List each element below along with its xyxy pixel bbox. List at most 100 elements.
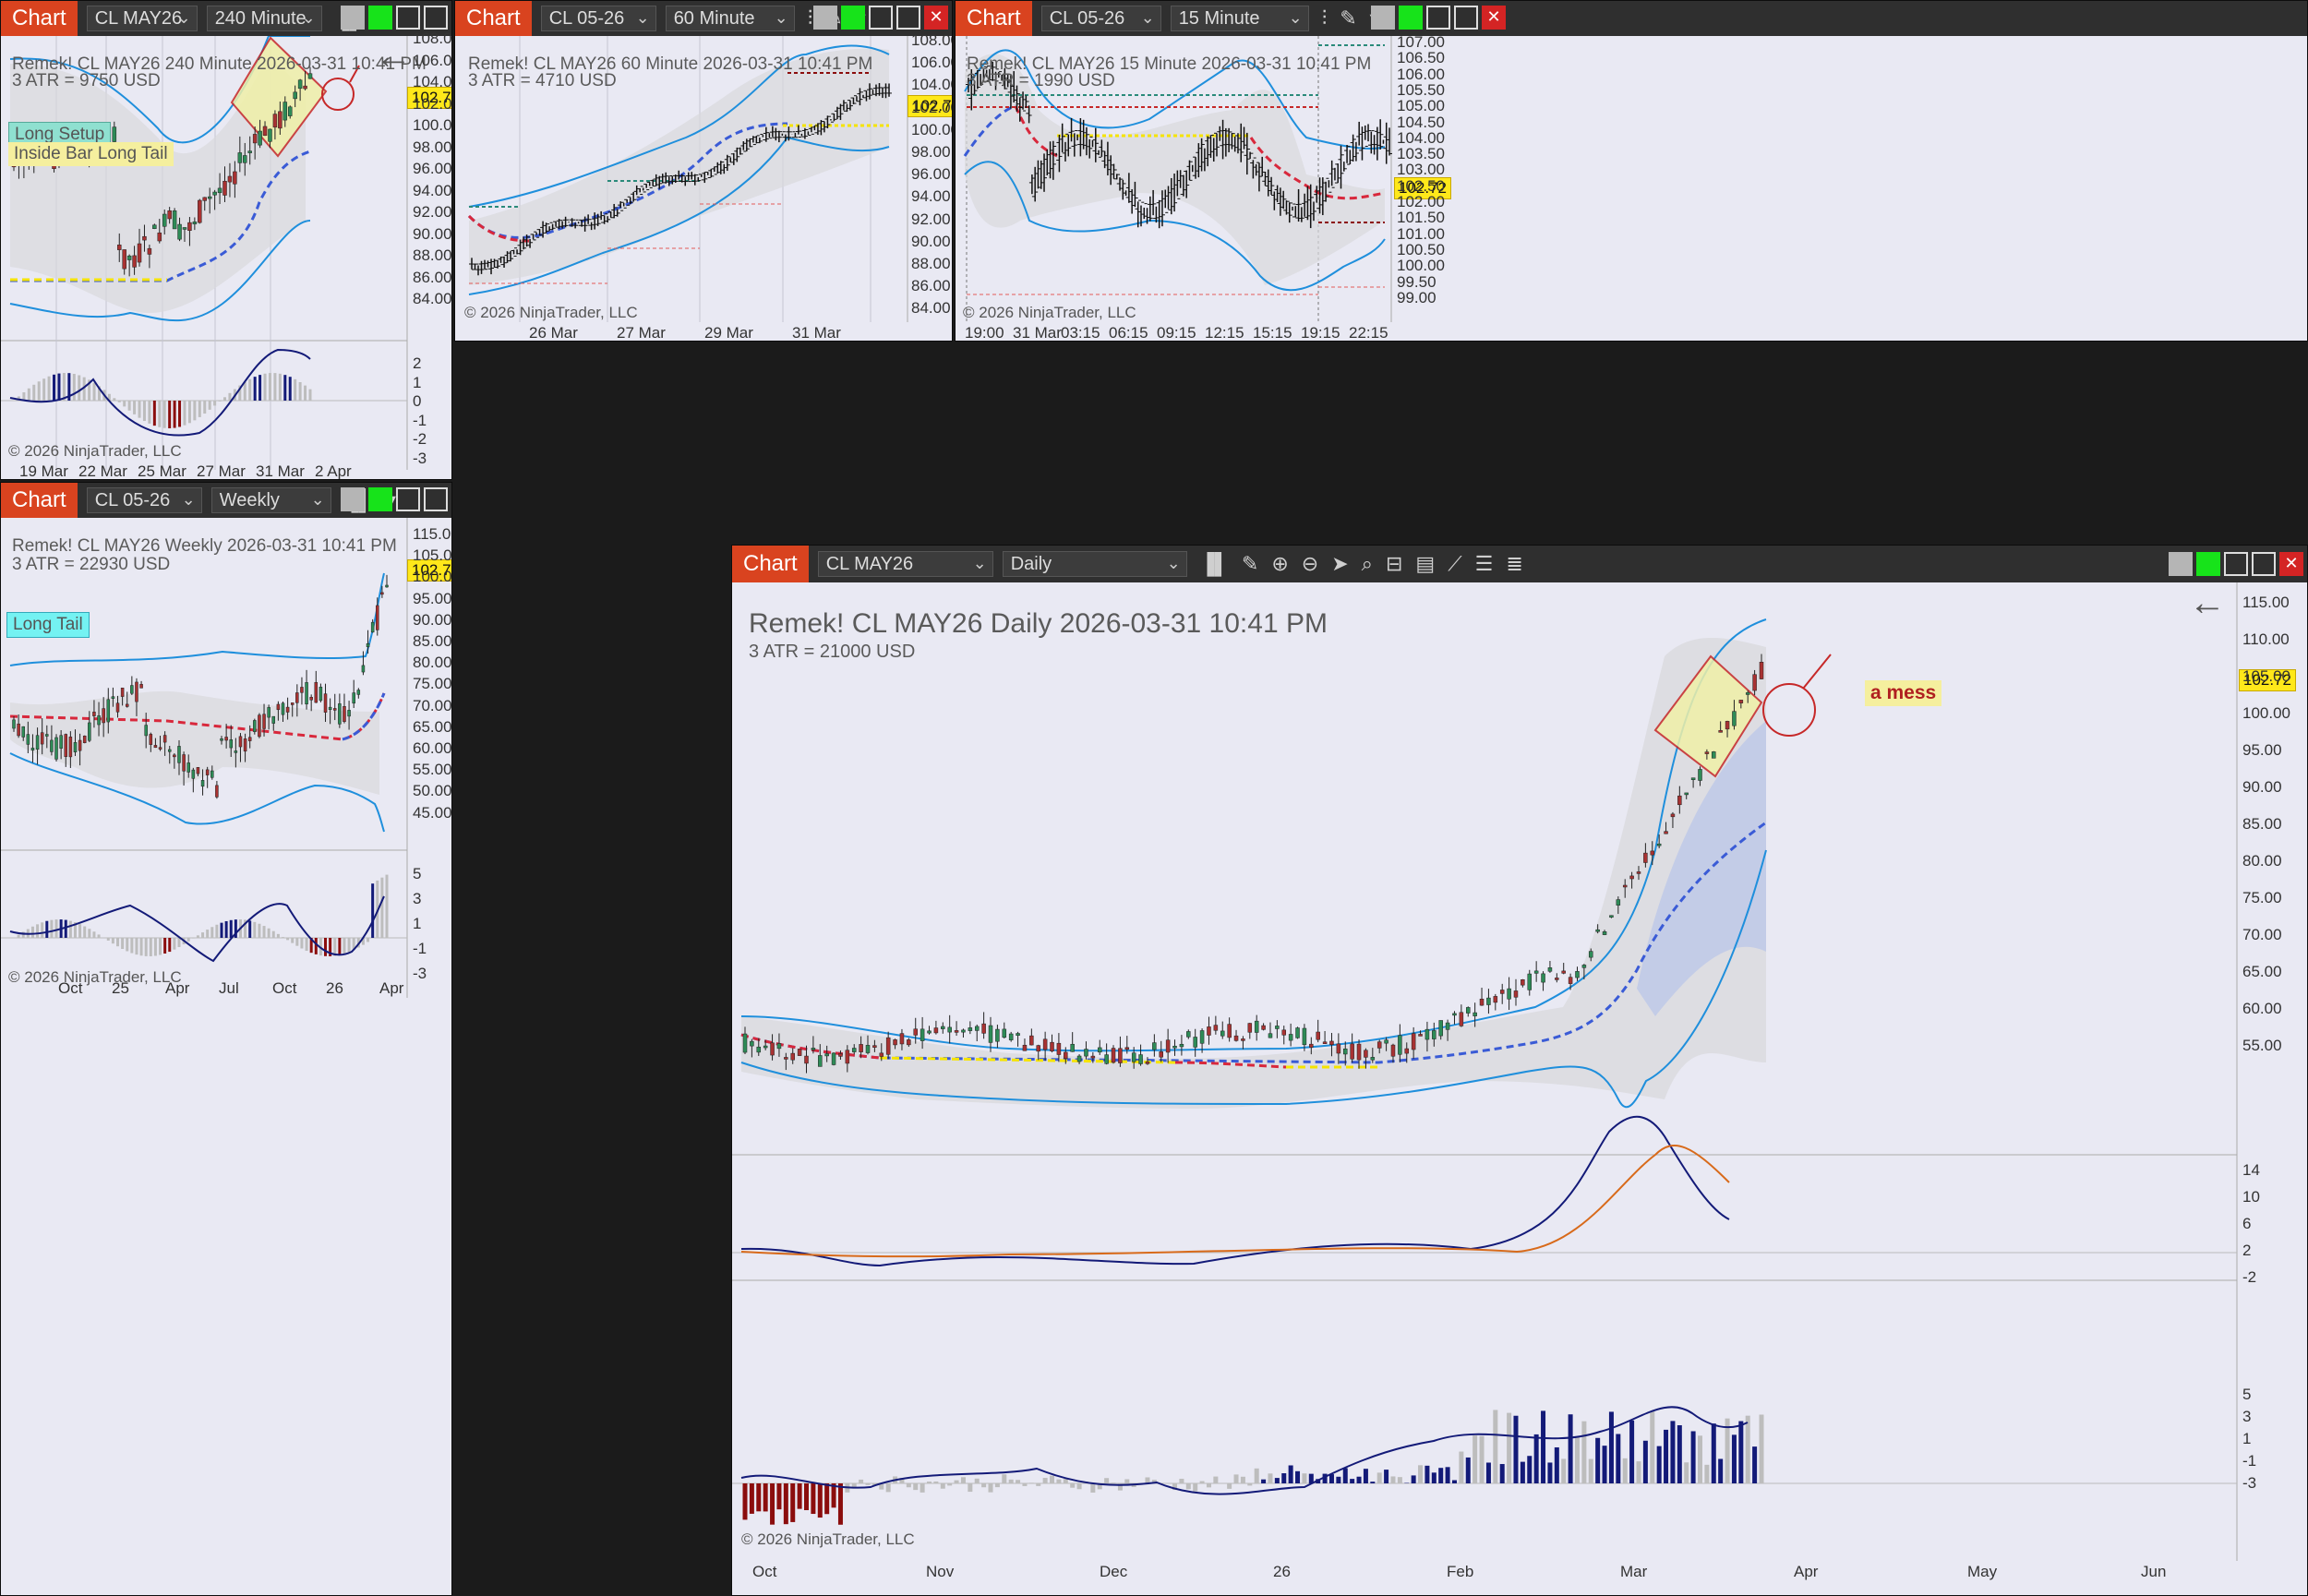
histogram-bar [186,938,190,942]
chart-canvas[interactable] [732,582,2308,1596]
chart-tab[interactable]: Chart [1,1,78,36]
properties-icon[interactable]: ☰ [1474,552,1494,575]
strategies-icon[interactable]: ⟋ [1448,552,1462,575]
histogram-bar [1063,1479,1068,1483]
title-bar[interactable]: Chart CL MAY26 ⌄ Daily ⌄ ▐▌ ✎ ⊕ ⊖ ➤ ⌕ ⊟ ▤ … [732,546,2307,582]
back-arrow-icon[interactable]: ← [375,36,412,77]
chart-plot-area[interactable]: Remek! CL MAY26 Weekly 2026-03-31 10:41 … [1,518,451,1595]
candle [1438,1020,1443,1037]
interval-selector[interactable]: Daily ⌄ [1002,551,1187,577]
chart-tab[interactable]: Chart [455,1,532,36]
candle [173,754,176,758]
drawing-tool-icon[interactable]: ✎ [1340,6,1357,30]
minimize-button[interactable] [2224,552,2248,576]
time-axis-label: Feb [1447,1563,1474,1580]
maximize-button[interactable] [424,487,448,511]
histogram-bar [106,938,110,941]
price-axis-label: 105.50 [1397,80,1445,99]
chart-plot-area[interactable]: Remek! CL MAY26 15 Minute 2026-03-31 10:… [956,33,2308,342]
interval-selector[interactable]: Weekly ⌄ [210,487,331,513]
pointer-icon[interactable]: ➤ [1331,552,1349,575]
bar-type-icon[interactable]: ⫶ [1321,6,1328,30]
chart-tab[interactable]: Chart [732,546,809,582]
templates-icon[interactable]: ≣ [1506,552,1523,575]
candle [243,155,247,163]
chart-window-daily[interactable]: Chart CL MAY26 ⌄ Daily ⌄ ▐▌ ✎ ⊕ ⊖ ➤ ⌕ ⊟ ▤ … [731,545,2308,1596]
interval-selector[interactable]: 240 Minute ⌄ [206,6,322,31]
inside-bar-label: Inside Bar Long Tail [8,142,174,166]
close-button[interactable]: ✕ [2279,552,2303,576]
chart-canvas[interactable] [1,518,452,1596]
chart-plot-area[interactable]: Remek! CL MAY26 60 Minute 2026-03-31 10:… [455,31,953,342]
chart-canvas[interactable] [956,36,2308,342]
link-grey-button[interactable] [2169,552,2193,576]
link-green-button[interactable] [2196,552,2220,576]
candle [220,738,223,741]
candle [132,255,137,268]
price-axis-label: 100.50 [1397,240,1445,258]
chart-canvas[interactable] [1,36,452,480]
minimize-button[interactable] [869,6,893,30]
candle [1690,777,1696,780]
zoom-in-icon[interactable]: ⊕ [1271,552,1289,575]
chart-plot-area[interactable]: Remek! CL MAY26 Daily 2026-03-31 10:41 P… [732,582,2307,1595]
chart-window-15min[interactable]: Chart CL 05-26⌄ 15 Minute⌄ ⫶ ✎ ▾ ✕ Remek… [955,0,2308,342]
drawing-tool-icon[interactable]: ✎ [1241,552,1259,575]
maximize-button[interactable] [424,6,448,30]
chart-plot-area[interactable]: Remek! CL MAY26 240 Minute 2026-03-31 10… [1,30,452,480]
maximize-button[interactable] [1454,6,1478,30]
time-axis-label: 31 Mar [1013,324,1062,342]
histogram-bar [263,373,267,401]
indicators-icon[interactable]: ▤ [1415,552,1436,575]
chart-tab[interactable]: Chart [956,1,1032,36]
bar-type-icon[interactable]: ⫶ [807,6,813,30]
chart-canvas[interactable] [455,36,953,342]
histogram-bar [1520,1461,1525,1483]
close-button[interactable]: ✕ [1482,6,1506,30]
link-green-button[interactable] [368,487,392,511]
instrument-selector[interactable]: CL MAY26 ⌄ [817,551,993,577]
price-axis-label: 115.00 [413,525,451,543]
chart-window-60min[interactable]: Chart CL 05-26⌄ 60 Minute⌄ ⫶ ✎ ▾ ✕ Remek… [454,0,953,342]
link-green-button[interactable] [1399,6,1423,30]
minimize-button[interactable] [396,487,420,511]
instrument-selector[interactable]: CL 05-26 ⌄ [1040,6,1161,31]
instrument-selector[interactable]: CL 05-26 ⌄ [540,6,656,31]
back-arrow-icon[interactable]: ← [2189,582,2226,623]
chart-trader-icon[interactable]: ⊟ [1385,552,1403,575]
bar-type-icon[interactable]: ▐▌ [1199,552,1229,575]
minimize-button[interactable] [1426,6,1450,30]
link-grey-button[interactable] [341,6,365,30]
link-green-button[interactable] [368,6,392,30]
zoom-out-icon[interactable]: ⊖ [1301,552,1319,575]
chart-window-weekly[interactable]: Chart CL 05-26⌄ Weekly⌄ ▐▌ ▾ Remek! CL M… [0,482,452,1596]
interval-selector[interactable]: 15 Minute ⌄ [1170,6,1309,31]
title-bar[interactable]: Chart CL 05-26⌄ 15 Minute⌄ ⫶ ✎ ▾ [956,1,2307,36]
link-grey-button[interactable] [341,487,365,511]
chart-window-240min[interactable]: Chart CL MAY26⌄ 240 Minute⌄ ▐▌ ▾ Remek [0,0,452,480]
link-grey-button[interactable] [813,6,837,30]
last-price-tag: 102.72 [407,559,451,582]
osc-axis-label: -3 [2242,1474,2257,1492]
candle [307,73,313,79]
maximize-button[interactable] [896,6,920,30]
title-bar[interactable]: Chart CL MAY26⌄ 240 Minute⌄ ▐▌ ▾ [1,1,451,36]
histogram-bar [243,381,246,401]
title-bar[interactable]: Chart CL 05-26⌄ 60 Minute⌄ ⫶ ✎ ▾ ✕ [455,1,952,36]
chart-tab[interactable]: Chart [1,483,78,518]
interval-selector[interactable]: 60 Minute ⌄ [665,6,795,31]
maximize-button[interactable] [2252,552,2276,576]
histogram-bar [1547,1462,1553,1483]
data-box-icon[interactable]: ⌕ [1361,552,1373,575]
price-axis-label: 98.00 [413,138,452,156]
instrument-selector[interactable]: CL MAY26 ⌄ [86,6,198,31]
time-axis-label: 27 Mar [617,324,666,342]
minimize-button[interactable] [396,6,420,30]
close-button[interactable]: ✕ [924,6,948,30]
title-bar[interactable]: Chart CL 05-26⌄ Weekly⌄ ▐▌ ▾ [1,483,451,518]
candle [30,748,35,750]
instrument-selector[interactable]: CL 05-26 ⌄ [86,487,202,513]
instrument-value: CL 05-26 [548,7,625,29]
link-grey-button[interactable] [1371,6,1395,30]
link-green-button[interactable] [841,6,865,30]
